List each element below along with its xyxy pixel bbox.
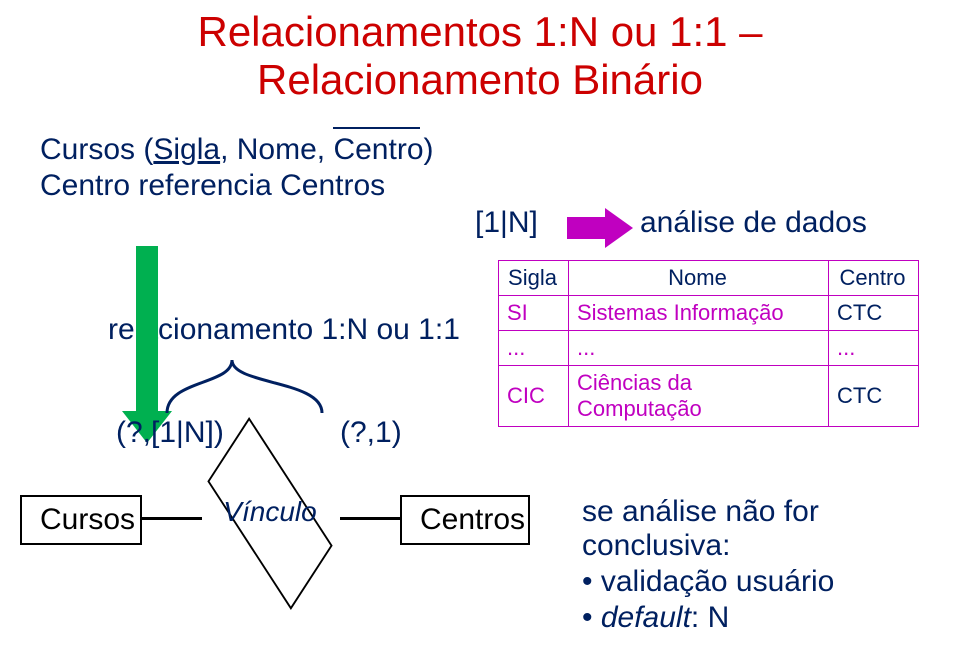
table-row: SI Sistemas Informação CTC [499, 296, 919, 331]
schema-prefix: Cursos ( [40, 133, 153, 166]
data-table: Sigla Nome Centro SI Sistemas Informação… [498, 260, 919, 427]
cell: ... [829, 331, 919, 366]
conclusion-line1: se análise não for [582, 495, 834, 529]
bullet-text: : N [691, 601, 729, 634]
conclusion-block: se análise não for conclusiva: • validaç… [582, 495, 834, 635]
er-connector [340, 517, 402, 520]
cell: ... [569, 331, 829, 366]
bullet-italic: default [601, 601, 691, 634]
cell: CTC [829, 296, 919, 331]
cell: Ciências da Computação [569, 366, 829, 427]
analysis-label: análise de dados [640, 206, 867, 240]
cell: ... [499, 331, 569, 366]
cardinality-left: (?,[1|N]) [116, 416, 224, 450]
cell: CIC [499, 366, 569, 427]
er-relationship-label: Vínculo [170, 496, 370, 528]
cardinality-right: (?,1) [340, 416, 402, 450]
schema-sep: , Nome, [220, 133, 333, 166]
slide-title: Relacionamentos 1:N ou 1:1 – Relacioname… [0, 8, 960, 105]
conclusion-bullet-1: • validação usuário [582, 565, 834, 599]
conclusion-bullet-2: • default: N [582, 601, 834, 635]
table-header-sigla: Sigla [499, 261, 569, 296]
cell: SI [499, 296, 569, 331]
conclusion-line2: conclusiva: [582, 529, 834, 563]
cell: Sistemas Informação [569, 296, 829, 331]
table-row: ... ... ... [499, 331, 919, 366]
table-row: CIC Ciências da Computação CTC [499, 366, 919, 427]
cell: CTC [829, 366, 919, 427]
schema-reference: Centro referencia Centros [40, 169, 960, 203]
cardinality-result-label: [1|N] [475, 206, 538, 240]
schema-definition: Cursos (Sigla, Nome, Centro) [40, 133, 960, 167]
schema-sigla: Sigla [153, 133, 220, 166]
schema-centro: Centro [333, 133, 423, 166]
bullet-text: validação usuário [601, 565, 834, 598]
er-entity-cursos: Cursos [20, 495, 142, 545]
title-line-1: Relacionamentos 1:N ou 1:1 – [197, 8, 762, 55]
table-header-centro: Centro [829, 261, 919, 296]
table-header-nome: Nome [569, 261, 829, 296]
table-header-row: Sigla Nome Centro [499, 261, 919, 296]
er-entity-centros: Centros [400, 495, 530, 545]
relationship-caption: relacionamento 1:N ou 1:1 [108, 313, 460, 347]
schema-suffix: ) [424, 133, 434, 166]
bullet: • [582, 565, 601, 598]
bullet: • [582, 601, 601, 634]
title-line-2: Relacionamento Binário [257, 56, 703, 103]
